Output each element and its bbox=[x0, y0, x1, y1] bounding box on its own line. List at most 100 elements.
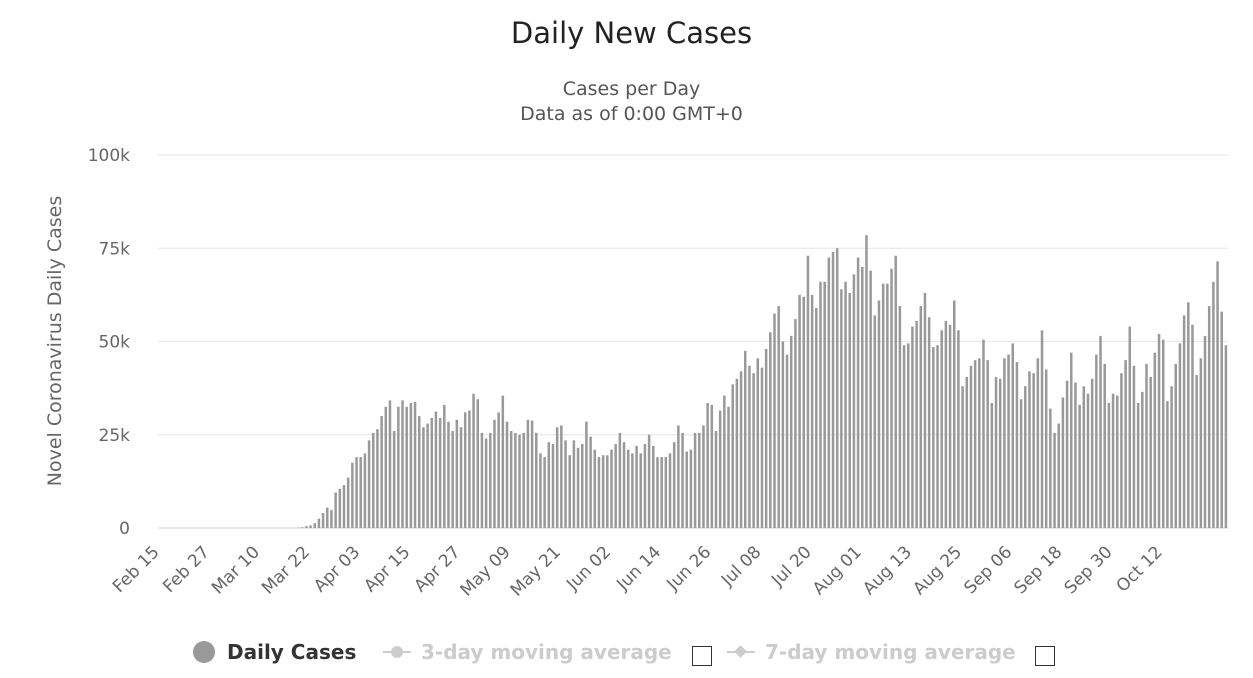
data-bar[interactable] bbox=[952, 300, 956, 528]
data-bar[interactable] bbox=[1070, 352, 1073, 528]
data-bar[interactable] bbox=[1120, 373, 1123, 528]
data-bar[interactable] bbox=[1024, 386, 1027, 528]
data-bar[interactable] bbox=[1003, 358, 1006, 528]
data-bar[interactable] bbox=[334, 492, 337, 528]
data-bar[interactable] bbox=[647, 434, 651, 528]
data-bar[interactable] bbox=[777, 306, 780, 528]
data-bar[interactable] bbox=[1187, 302, 1190, 528]
data-bar[interactable] bbox=[505, 421, 509, 528]
data-bar[interactable] bbox=[1149, 376, 1152, 528]
data-bar[interactable] bbox=[522, 432, 525, 528]
data-bar[interactable] bbox=[1074, 382, 1077, 528]
data-bar[interactable] bbox=[714, 431, 718, 528]
data-bar[interactable] bbox=[940, 330, 943, 528]
data-bar[interactable] bbox=[1124, 360, 1127, 528]
data-bar[interactable] bbox=[472, 393, 475, 528]
data-bar[interactable] bbox=[622, 442, 626, 528]
legend-item-7-day-average[interactable]: 7-day moving average bbox=[727, 640, 1016, 664]
data-bar[interactable] bbox=[535, 432, 538, 528]
data-bar[interactable] bbox=[781, 341, 785, 529]
data-bar[interactable] bbox=[1199, 358, 1203, 528]
data-bar[interactable] bbox=[1224, 345, 1228, 528]
data-bar[interactable] bbox=[698, 432, 701, 528]
data-bar[interactable] bbox=[727, 406, 730, 528]
data-bar[interactable] bbox=[568, 455, 571, 528]
data-bar[interactable] bbox=[806, 255, 810, 528]
data-bar[interactable] bbox=[1028, 371, 1031, 528]
data-bar[interactable] bbox=[823, 281, 826, 528]
data-bar[interactable] bbox=[426, 423, 429, 528]
data-bar[interactable] bbox=[397, 406, 400, 528]
data-bar[interactable] bbox=[915, 320, 918, 528]
data-bar[interactable] bbox=[614, 444, 617, 528]
data-bar[interactable] bbox=[877, 300, 881, 528]
legend-item-daily-cases[interactable]: Daily Cases bbox=[193, 640, 356, 664]
data-bar[interactable] bbox=[576, 447, 580, 528]
data-bar[interactable] bbox=[815, 307, 818, 528]
data-bar[interactable] bbox=[848, 293, 851, 528]
data-bar[interactable] bbox=[392, 431, 396, 528]
data-bar[interactable] bbox=[706, 403, 709, 528]
data-bar[interactable] bbox=[434, 411, 438, 528]
data-bar[interactable] bbox=[610, 449, 613, 528]
data-bar[interactable] bbox=[489, 432, 492, 528]
data-bar[interactable] bbox=[702, 425, 705, 528]
data-bar[interactable] bbox=[961, 386, 964, 528]
data-bar[interactable] bbox=[660, 457, 663, 528]
data-bar[interactable] bbox=[593, 449, 597, 528]
data-bar[interactable] bbox=[468, 410, 471, 529]
data-bar[interactable] bbox=[493, 419, 496, 528]
data-bar[interactable] bbox=[1090, 378, 1094, 528]
data-bar[interactable] bbox=[1178, 343, 1182, 528]
data-bar[interactable] bbox=[1132, 365, 1136, 528]
data-bar[interactable] bbox=[1207, 306, 1211, 528]
data-bar[interactable] bbox=[305, 526, 308, 528]
data-bar[interactable] bbox=[735, 378, 739, 528]
data-bar[interactable] bbox=[785, 354, 789, 528]
data-bar[interactable] bbox=[1111, 393, 1115, 528]
data-bar[interactable] bbox=[413, 401, 417, 528]
data-bar[interactable] bbox=[789, 335, 793, 528]
data-bar[interactable] bbox=[689, 449, 693, 528]
data-bar[interactable] bbox=[321, 513, 325, 528]
data-bar[interactable] bbox=[597, 457, 601, 528]
data-bar[interactable] bbox=[1136, 403, 1140, 528]
data-bar[interactable] bbox=[551, 444, 555, 528]
data-bar[interactable] bbox=[484, 438, 488, 528]
data-bar[interactable] bbox=[401, 400, 404, 528]
data-bar[interactable] bbox=[898, 306, 902, 528]
data-bar[interactable] bbox=[794, 319, 797, 528]
data-bar[interactable] bbox=[865, 235, 868, 528]
data-bar[interactable] bbox=[459, 427, 463, 528]
data-bar[interactable] bbox=[463, 412, 467, 528]
data-bar[interactable] bbox=[1099, 335, 1102, 528]
data-bar[interactable] bbox=[890, 268, 893, 528]
data-bar[interactable] bbox=[330, 510, 333, 528]
data-bar[interactable] bbox=[455, 419, 459, 528]
data-bar[interactable] bbox=[894, 255, 897, 528]
data-bar[interactable] bbox=[514, 432, 517, 528]
data-bar[interactable] bbox=[1216, 261, 1219, 528]
data-bar[interactable] bbox=[769, 332, 772, 528]
data-bar[interactable] bbox=[1157, 334, 1161, 528]
data-bar[interactable] bbox=[1086, 393, 1090, 528]
data-bar[interactable] bbox=[555, 427, 559, 528]
data-bar[interactable] bbox=[351, 462, 354, 528]
data-bar[interactable] bbox=[994, 376, 998, 528]
data-bar[interactable] bbox=[359, 457, 362, 528]
data-bar[interactable] bbox=[1153, 352, 1157, 528]
data-bar[interactable] bbox=[530, 420, 534, 528]
data-bar[interactable] bbox=[643, 444, 647, 528]
data-bar[interactable] bbox=[313, 523, 316, 528]
data-bar[interactable] bbox=[384, 406, 388, 528]
data-bar[interactable] bbox=[585, 421, 588, 528]
data-bar[interactable] bbox=[309, 525, 312, 528]
data-bar[interactable] bbox=[1170, 386, 1173, 528]
data-bar[interactable] bbox=[560, 425, 563, 528]
data-bar[interactable] bbox=[1011, 343, 1014, 528]
data-bar[interactable] bbox=[652, 445, 655, 528]
data-bar[interactable] bbox=[1103, 363, 1106, 528]
data-bar[interactable] bbox=[932, 347, 935, 528]
data-bar[interactable] bbox=[1053, 432, 1056, 528]
data-bar[interactable] bbox=[342, 485, 346, 528]
